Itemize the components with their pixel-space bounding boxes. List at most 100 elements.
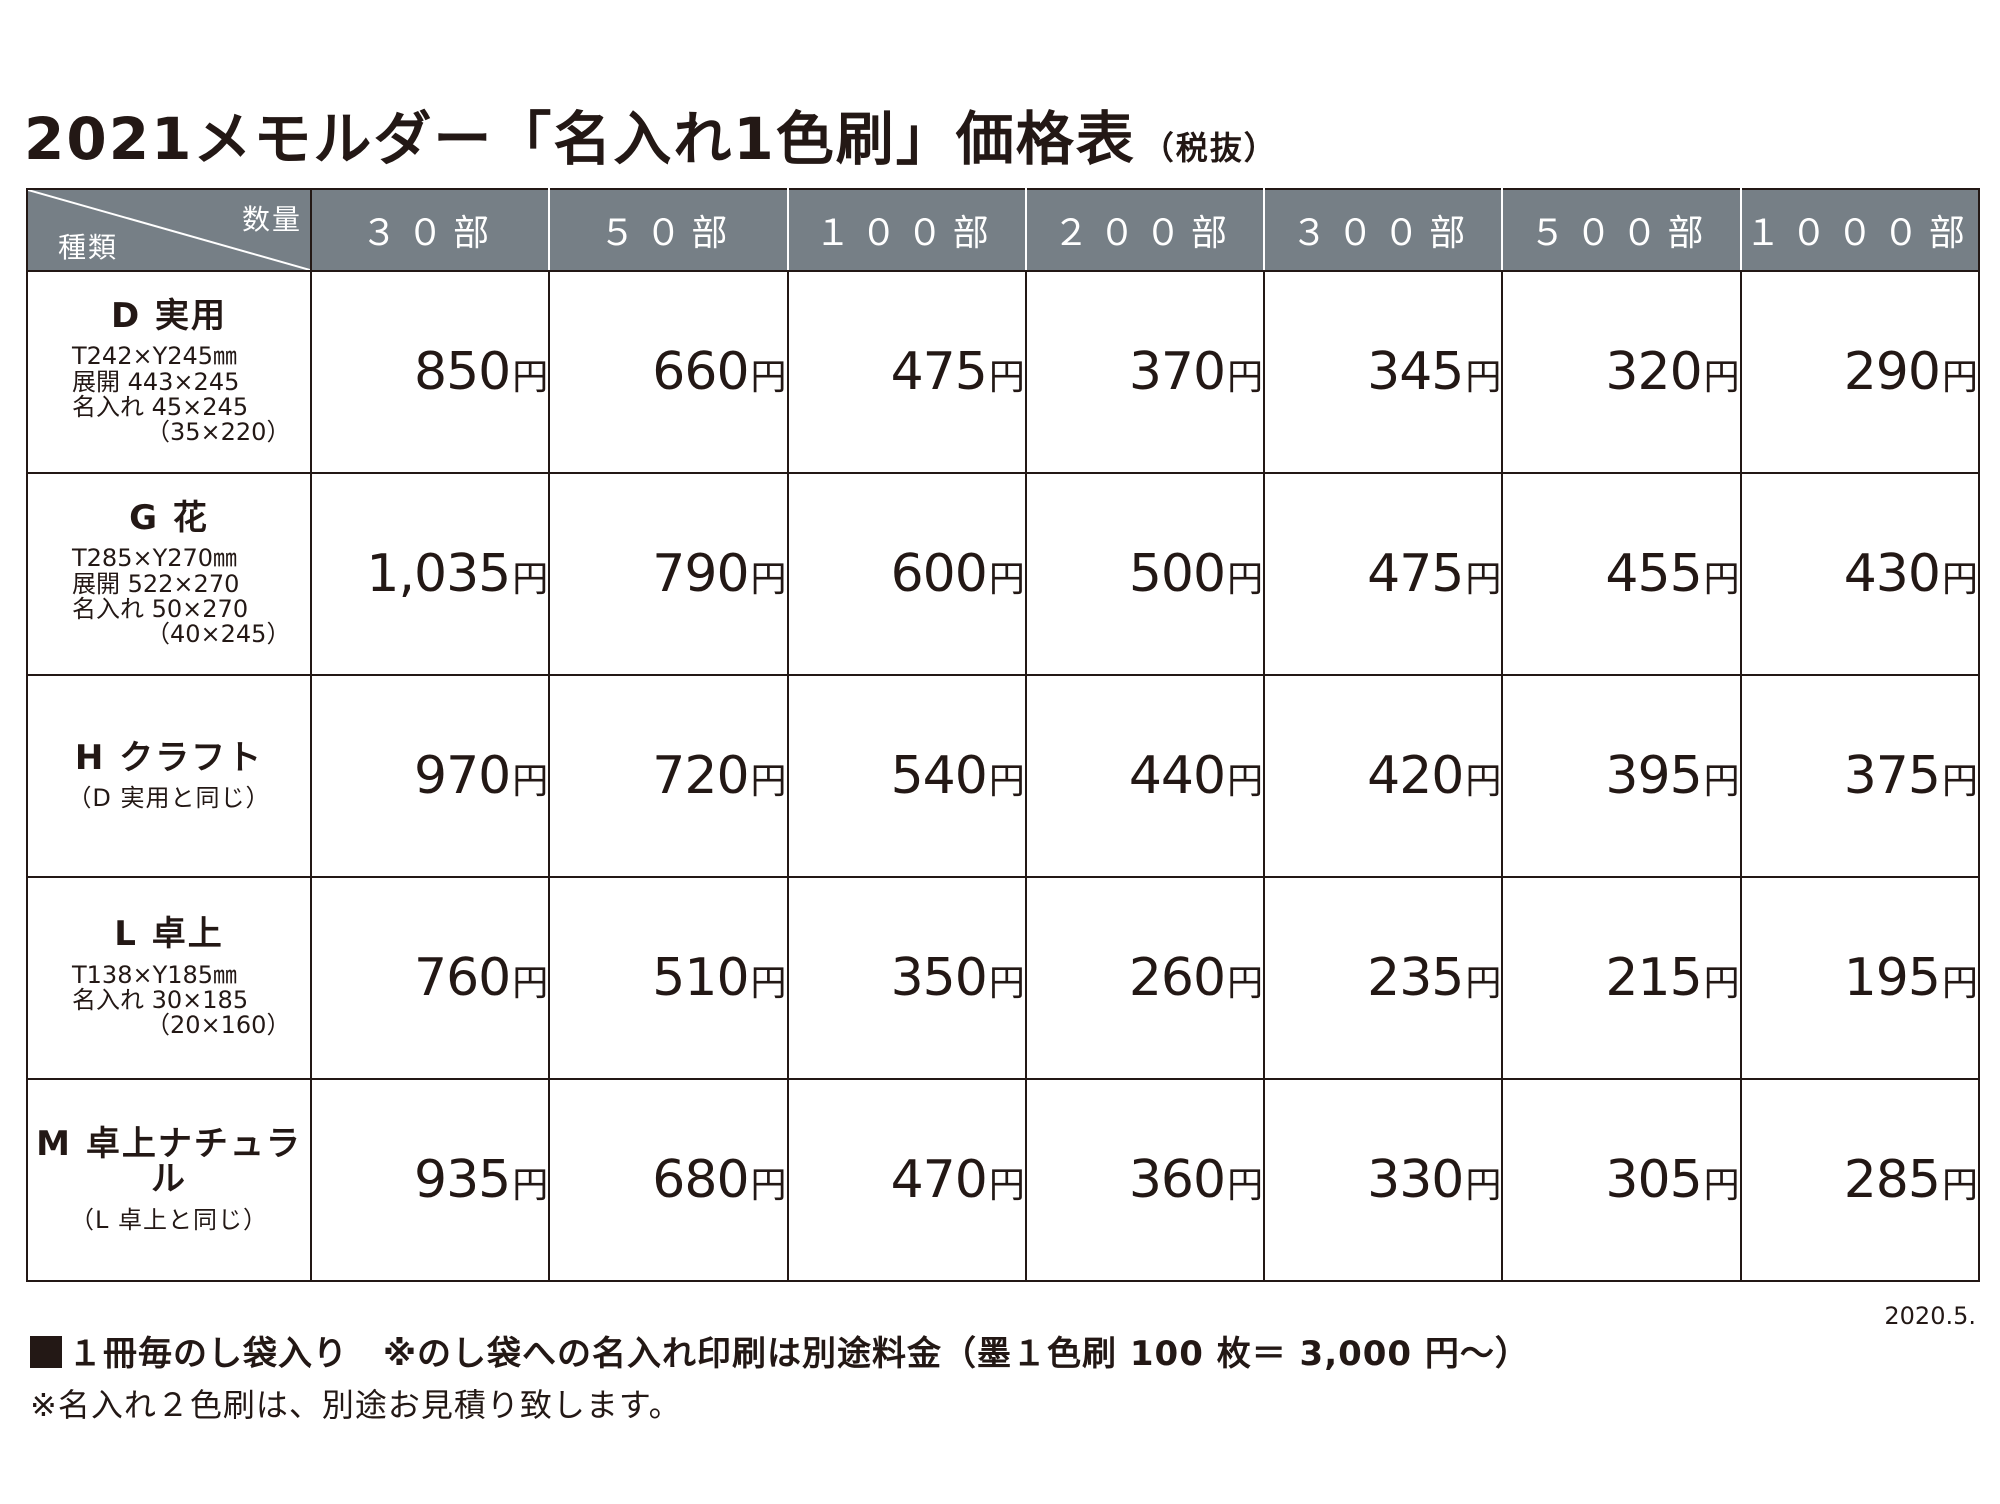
price-cell: 290円 <box>1739 270 1981 474</box>
price-value: 1,035 <box>366 544 511 604</box>
product-spec: T285×Y270㎜ <box>72 544 238 573</box>
price-value: 500 <box>1128 544 1226 604</box>
price-unit: 円 <box>1465 761 1502 802</box>
diagonal-line <box>28 190 310 270</box>
product-name: H クラフト <box>74 737 264 778</box>
column-header: ５０部 <box>548 188 789 272</box>
price-cell: 350円 <box>786 876 1027 1080</box>
price-unit: 円 <box>1941 761 1978 802</box>
price-unit: 円 <box>1227 1165 1264 1206</box>
price-value: 350 <box>890 948 988 1008</box>
price-unit: 円 <box>1227 963 1264 1004</box>
price-value: 370 <box>1128 342 1226 402</box>
price-cell: 475円 <box>786 270 1027 474</box>
table-row: G 花 T285×Y270㎜ 展開 522×270 名入れ 50×270 （40×245… <box>26 472 1981 676</box>
price-value: 470 <box>890 1150 988 1210</box>
column-header: １０００部 <box>1739 188 1981 272</box>
price-value: 430 <box>1843 544 1941 604</box>
price-value: 850 <box>414 342 511 402</box>
price-unit: 円 <box>750 1165 787 1206</box>
price-cell: 320円 <box>1501 270 1742 474</box>
price-value: 395 <box>1605 746 1702 806</box>
price-unit: 円 <box>1465 1165 1502 1206</box>
price-value: 195 <box>1843 948 1941 1008</box>
table-row: H クラフト （D 実用と同じ） 970円 720円 540円 440円 420円 395円 3… <box>26 674 1981 878</box>
price-unit: 円 <box>988 1165 1025 1206</box>
table-row: M 卓上ナチュラル （L 卓上と同じ） 935円 680円 470円 360円 330円 30… <box>26 1078 1981 1282</box>
price-unit: 円 <box>512 357 549 398</box>
price-value: 970 <box>414 746 511 806</box>
price-cell: 680円 <box>548 1078 789 1282</box>
price-cell: 305円 <box>1501 1078 1742 1282</box>
price-unit: 円 <box>1703 559 1740 600</box>
price-cell: 345円 <box>1263 270 1504 474</box>
column-header: １００部 <box>786 188 1027 272</box>
price-unit: 円 <box>750 357 787 398</box>
price-cell: 370円 <box>1024 270 1266 474</box>
price-value: 420 <box>1367 746 1464 806</box>
price-value: 720 <box>652 746 749 806</box>
price-cell: 790円 <box>548 472 789 676</box>
table-row: L 卓上 T138×Y185㎜ 名入れ 30×185 （20×160） 760円 510円… <box>26 876 1981 1080</box>
product-name: L 卓上 <box>114 914 224 955</box>
price-cell: 215円 <box>1501 876 1742 1080</box>
product-type-cell: M 卓上ナチュラル （L 卓上と同じ） <box>26 1078 312 1282</box>
price-cell: 430円 <box>1739 472 1981 676</box>
price-unit: 円 <box>512 1165 549 1206</box>
product-spec: T138×Y185㎜ <box>72 961 238 990</box>
type-label: 種類 <box>58 231 119 264</box>
price-value: 345 <box>1367 342 1464 402</box>
price-value: 790 <box>652 544 749 604</box>
price-value: 540 <box>890 746 988 806</box>
product-name: G 花 <box>129 497 209 538</box>
price-cell: 510円 <box>548 876 789 1080</box>
price-unit: 円 <box>988 963 1025 1004</box>
price-cell: 360円 <box>1024 1078 1266 1282</box>
price-unit: 円 <box>1703 1165 1740 1206</box>
product-print-area: （35×220） <box>146 418 291 447</box>
price-cell: 440円 <box>1024 674 1266 878</box>
price-value: 260 <box>1128 948 1226 1008</box>
product-spec: 展開 443×245 <box>72 367 240 396</box>
price-unit: 円 <box>1465 357 1502 398</box>
price-cell: 470円 <box>786 1078 1027 1282</box>
price-cell: 395円 <box>1501 674 1742 878</box>
price-cell: 500円 <box>1024 472 1266 676</box>
product-note: （L 卓上と同じ） <box>70 1206 268 1235</box>
price-value: 290 <box>1843 342 1941 402</box>
price-unit: 円 <box>512 559 549 600</box>
price-cell: 235円 <box>1263 876 1504 1080</box>
product-spec: 名入れ 50×270 <box>72 594 249 623</box>
price-unit: 円 <box>750 963 787 1004</box>
price-cell: 260円 <box>1024 876 1266 1080</box>
date-label: 2020.5. <box>1884 1302 1976 1330</box>
price-value: 285 <box>1843 1150 1941 1210</box>
product-name: M 卓上ナチュラル <box>36 1123 302 1200</box>
column-header: ５００部 <box>1501 188 1742 272</box>
footer-note-2: ※名入れ２色刷は、別途お見積り致します。 <box>30 1386 682 1424</box>
price-cell: 285円 <box>1739 1078 1981 1282</box>
price-cell: 600円 <box>786 472 1027 676</box>
product-type-cell: D 実用 T242×Y245㎜ 展開 443×245 名入れ 45×245 （35×22… <box>26 270 312 474</box>
price-value: 935 <box>414 1150 511 1210</box>
price-unit: 円 <box>988 559 1025 600</box>
product-spec: 名入れ 30×185 <box>72 986 249 1015</box>
column-header: ２００部 <box>1024 188 1266 272</box>
header-row: 数量 種類 ３０部 ５０部 １００部 ２００部 ３００部 ５００部 １０００部 <box>26 188 1981 272</box>
product-print-area: （40×245） <box>146 620 291 649</box>
black-square-icon <box>30 1336 62 1368</box>
product-note: （D 実用と同じ） <box>67 784 271 813</box>
price-value: 475 <box>1367 544 1464 604</box>
price-value: 360 <box>1128 1150 1226 1210</box>
price-value: 510 <box>652 948 749 1008</box>
column-header: ３０部 <box>309 188 551 272</box>
price-value: 455 <box>1605 544 1702 604</box>
corner-header: 数量 種類 <box>26 188 312 272</box>
price-unit: 円 <box>1227 761 1264 802</box>
price-unit: 円 <box>1465 963 1502 1004</box>
page-title: 2021メモルダー「名入れ1色刷」価格表 （税抜） <box>24 92 1278 176</box>
price-cell: 1,035円 <box>309 472 551 676</box>
price-unit: 円 <box>1465 559 1502 600</box>
price-unit: 円 <box>1227 357 1264 398</box>
price-unit: 円 <box>512 963 549 1004</box>
